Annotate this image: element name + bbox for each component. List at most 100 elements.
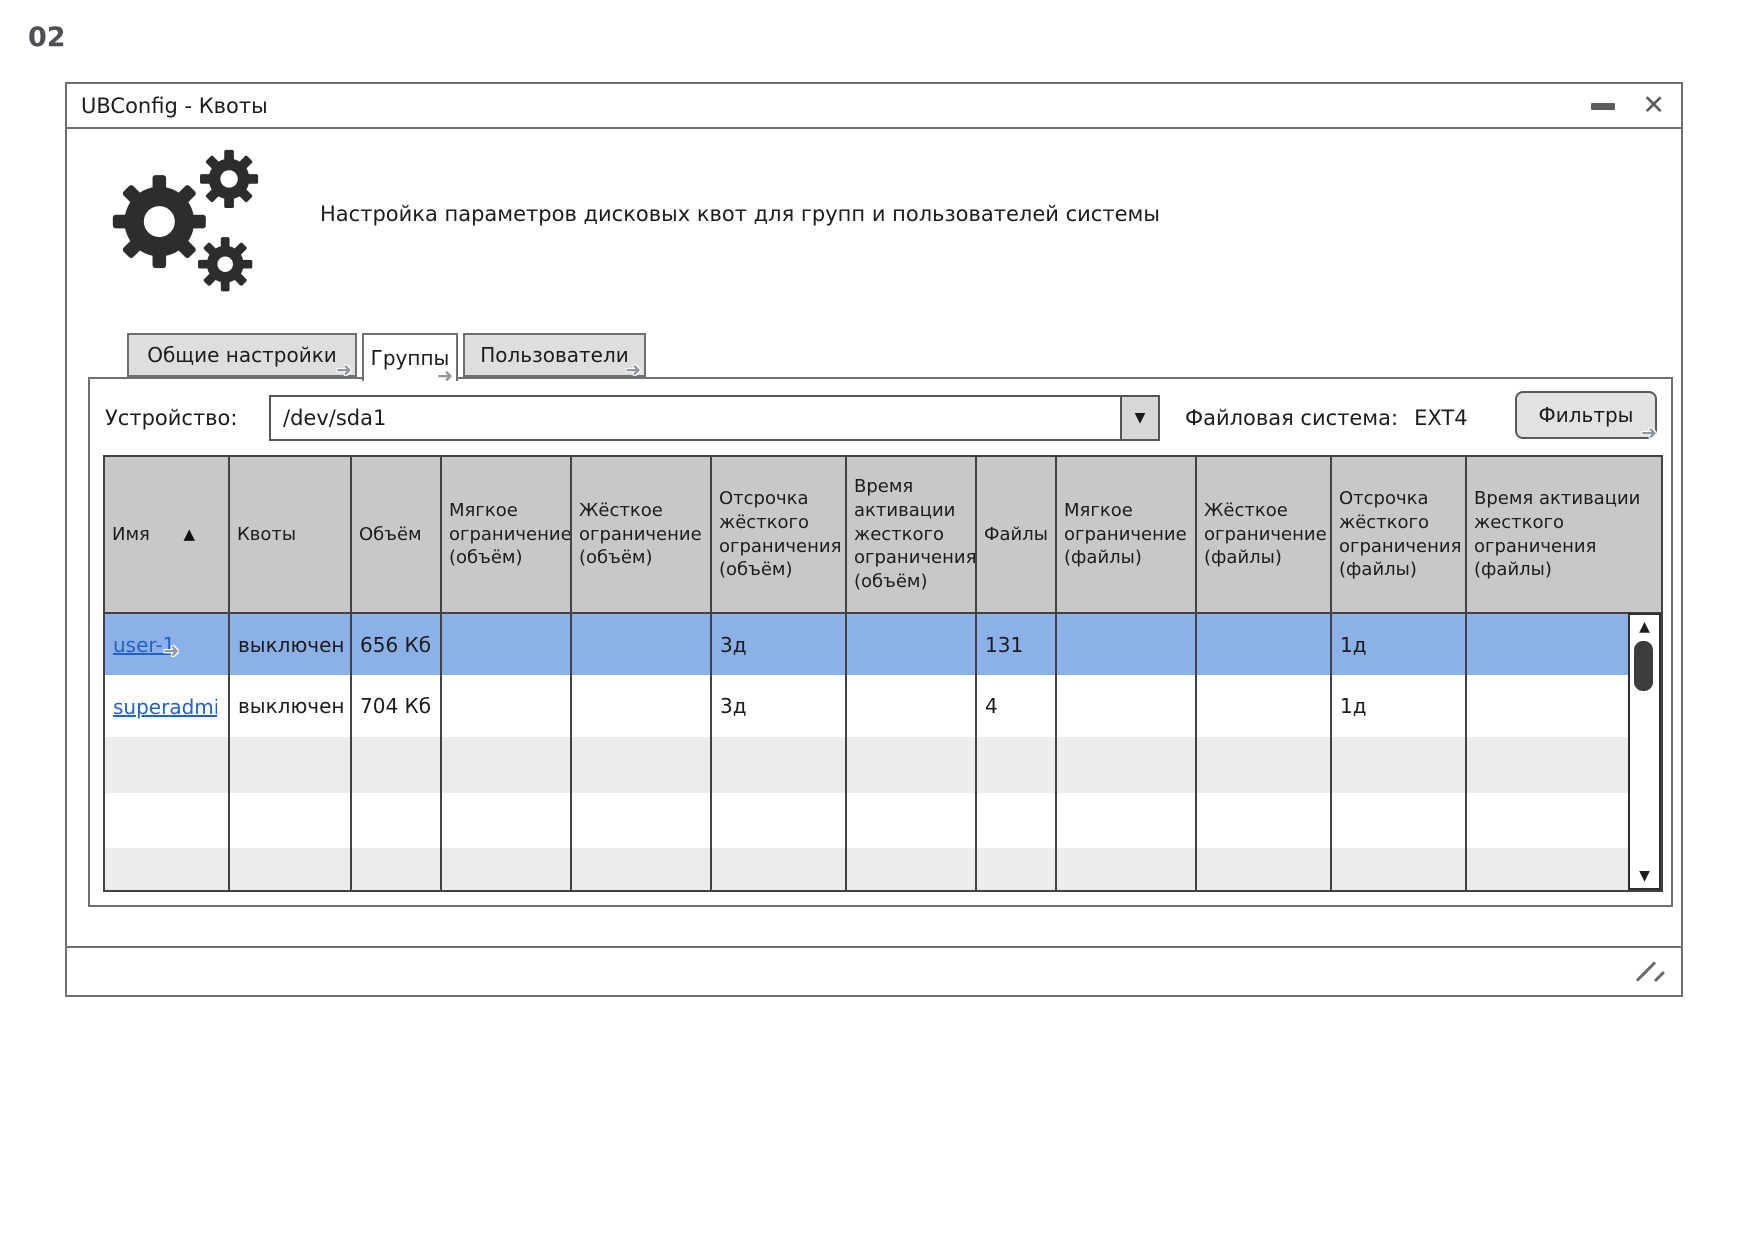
quota-table-wrap: Имя ▲ Квоты Объём Мягкое ограничение (об… [103, 455, 1663, 892]
cell-grace_volume: 3д [710, 613, 847, 675]
close-icon[interactable]: ✕ [1642, 90, 1665, 121]
cell-soft_volume [440, 675, 572, 737]
cell-hard_files [1195, 675, 1332, 737]
filesystem-value: EXT4 [1414, 406, 1468, 430]
empty-cell [1055, 848, 1197, 891]
column-header-activation-files[interactable]: Время активации жесткого ограничения (фа… [1465, 455, 1663, 614]
empty-cell [845, 793, 977, 848]
device-label: Устройство: [105, 406, 238, 430]
link-arrow-icon: ➜ [163, 640, 180, 663]
empty-cell [1330, 737, 1467, 793]
empty-cell [975, 793, 1057, 848]
empty-cell [1195, 848, 1332, 891]
empty-cell [228, 793, 352, 848]
cell-soft_files [1055, 675, 1197, 737]
empty-cell [710, 793, 847, 848]
tab-label: Группы [370, 346, 450, 370]
gears-icon [112, 149, 259, 292]
empty-row [103, 737, 1663, 793]
empty-cell [570, 848, 712, 891]
page-number-label: 02 [28, 22, 66, 53]
filesystem-info: Файловая система: EXT4 [1185, 395, 1468, 441]
empty-row [103, 848, 1663, 891]
link-arrow-icon: ➜ [1641, 422, 1657, 444]
device-select[interactable]: /dev/sda1 ▼ [269, 395, 1160, 441]
tab-groups[interactable]: Группы ➜ [362, 333, 458, 386]
link-arrow-icon: ➜ [437, 365, 453, 387]
empty-cell [440, 737, 572, 793]
groups-tab-panel: Устройство: /dev/sda1 ▼ Файловая система… [88, 377, 1673, 907]
empty-cell [103, 737, 230, 793]
empty-cell [440, 848, 572, 891]
filters-button[interactable]: Фильтры ➜ [1515, 391, 1657, 443]
row-name-link[interactable]: superadmin [113, 694, 217, 719]
cell-grace_files: 1д [1330, 613, 1467, 675]
empty-cell [1195, 793, 1332, 848]
cell-activation_volume [845, 613, 977, 675]
column-header-soft-volume[interactable]: Мягкое ограничение (объём) [440, 455, 572, 614]
scrollbar-thumb[interactable] [1634, 641, 1653, 691]
link-arrow-icon: ➜ [625, 359, 641, 381]
empty-cell [845, 848, 977, 891]
empty-cell [228, 737, 352, 793]
resize-grip-icon[interactable] [1633, 958, 1669, 984]
cell-name: superadmin [103, 675, 230, 737]
column-header-grace-volume[interactable]: Отсрочка жёсткого ограничения (объём) [710, 455, 847, 614]
filesystem-label: Файловая система: [1185, 406, 1399, 430]
column-header-soft-files[interactable]: Мягкое ограничение (файлы) [1055, 455, 1197, 614]
cell-hard_files [1195, 613, 1332, 675]
empty-cell [228, 848, 352, 891]
statusbar [67, 946, 1681, 995]
scroll-down-icon[interactable]: ▼ [1639, 868, 1650, 884]
table-row[interactable]: user-1 ➜ выключен 656 Кб 3д 131 1д [103, 613, 1663, 675]
quota-table: Имя ▲ Квоты Объём Мягкое ограничение (об… [103, 455, 1663, 892]
app-window: UBConfig - Квоты ✕ [65, 82, 1683, 997]
cell-name: user-1 ➜ [103, 613, 230, 675]
cell-volume: 656 Кб [350, 613, 442, 675]
cell-grace_volume: 3д [710, 675, 847, 737]
row-name-link[interactable]: user-1 [113, 633, 176, 658]
window-title: UBConfig - Квоты [81, 93, 268, 118]
empty-cell [845, 737, 977, 793]
empty-cell [103, 793, 230, 848]
cell-hard_volume [570, 613, 712, 675]
column-header-activation-volume[interactable]: Время активации жесткого ограничения (об… [845, 455, 977, 614]
cell-soft_files [1055, 613, 1197, 675]
tab-label: Пользователи [480, 343, 629, 367]
column-header-hard-files[interactable]: Жёсткое ограничение (файлы) [1195, 455, 1332, 614]
column-header-volume[interactable]: Объём [350, 455, 442, 614]
header-row: Имя ▲ Квоты Объём Мягкое ограничение (об… [103, 455, 1663, 614]
minimize-icon[interactable] [1591, 103, 1615, 110]
tab-label: Общие настройки [147, 343, 337, 367]
empty-cell [350, 737, 442, 793]
empty-cell [350, 793, 442, 848]
empty-cell [710, 848, 847, 891]
column-header-name[interactable]: Имя ▲ [103, 455, 230, 614]
cell-volume: 704 Кб [350, 675, 442, 737]
dialog-description: Настройка параметров дисковых квот для г… [320, 202, 1160, 226]
titlebar[interactable]: UBConfig - Квоты ✕ [67, 84, 1681, 129]
empty-cell [975, 848, 1057, 891]
cell-files: 4 [975, 675, 1057, 737]
column-header-files[interactable]: Файлы [975, 455, 1057, 614]
column-header-hard-volume[interactable]: Жёсткое ограничение (объём) [570, 455, 712, 614]
scroll-up-icon[interactable]: ▲ [1639, 619, 1650, 635]
cell-hard_volume [570, 675, 712, 737]
empty-cell [1055, 793, 1197, 848]
vertical-scrollbar[interactable]: ▲ ▼ [1628, 613, 1661, 890]
empty-cell [1330, 848, 1467, 891]
column-header-quotas[interactable]: Квоты [228, 455, 352, 614]
column-header-grace-files[interactable]: Отсрочка жёсткого ограничения (файлы) [1330, 455, 1467, 614]
empty-cell [570, 737, 712, 793]
cell-activation_volume [845, 675, 977, 737]
empty-cell [1330, 793, 1467, 848]
empty-cell [350, 848, 442, 891]
dropdown-arrow-icon[interactable]: ▼ [1120, 397, 1158, 439]
tab-general-settings[interactable]: Общие настройки ➜ [127, 333, 357, 380]
cell-quotas: выключен [228, 675, 352, 737]
cell-files: 131 [975, 613, 1057, 675]
tab-users[interactable]: Пользователи ➜ [463, 333, 646, 381]
